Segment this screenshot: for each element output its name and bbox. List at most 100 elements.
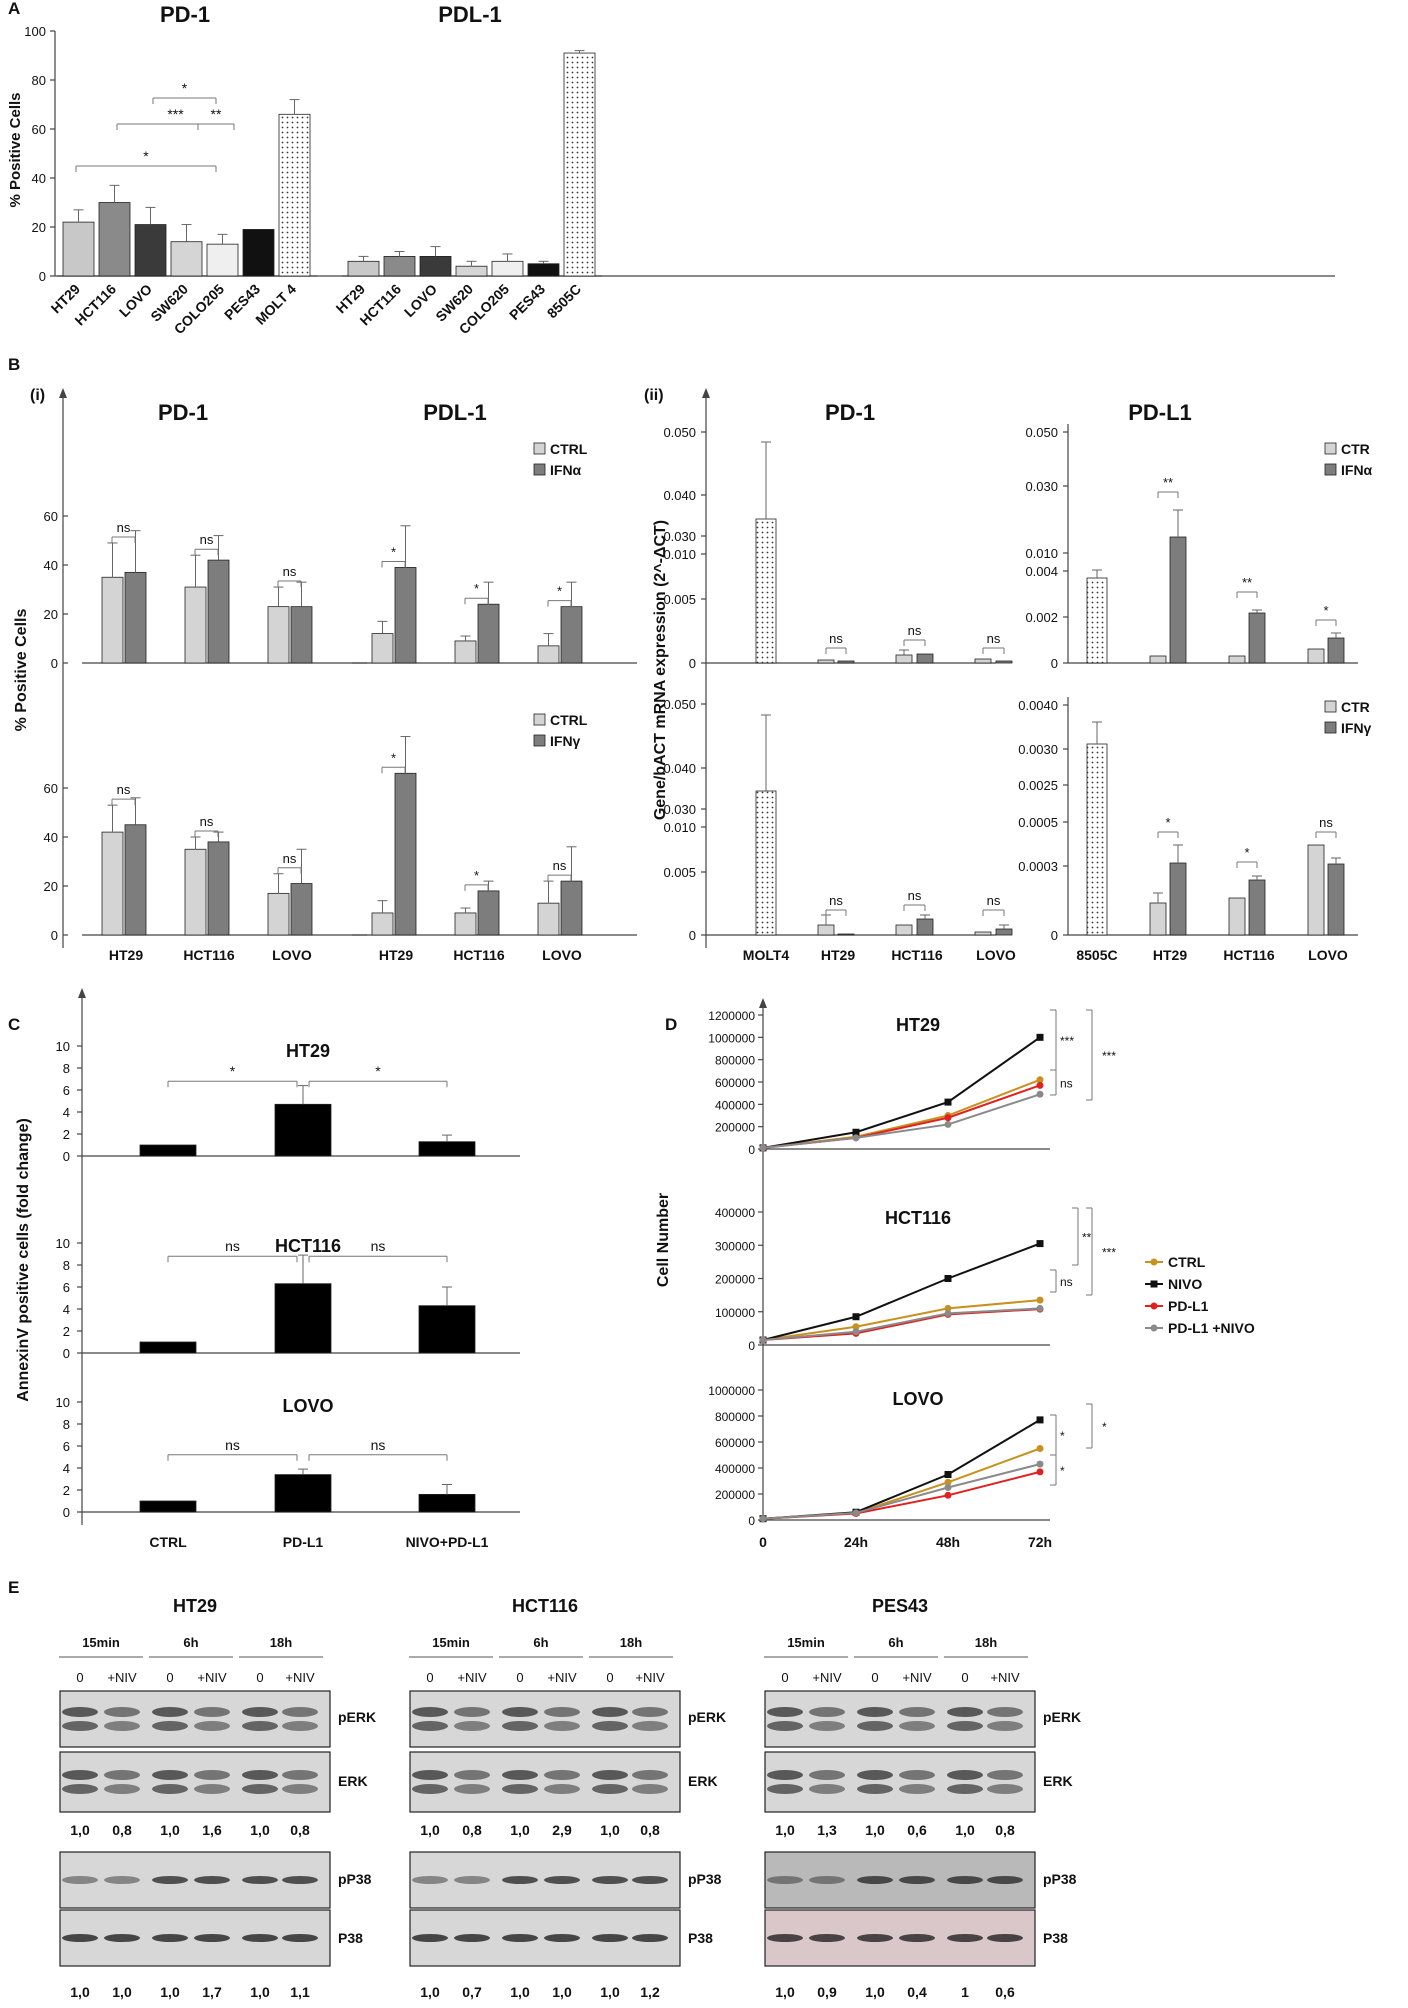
category-label: HT29 [821, 947, 855, 963]
significance-bracket: ns [167, 1437, 298, 1461]
category-label: HT29 [379, 947, 413, 963]
data-point [1036, 1445, 1044, 1452]
tick-label: 6 [63, 1439, 70, 1454]
quantification-value: 1,7 [202, 1984, 222, 2000]
tick-label: 0.030 [663, 802, 696, 817]
bar [139, 1144, 197, 1157]
blot-band [544, 1707, 580, 1717]
chart-title: LOVO [892, 1389, 943, 1409]
bar [837, 660, 855, 664]
data-point [944, 1304, 952, 1312]
quantification-value: 1,0 [775, 1984, 795, 2000]
tick-label: 8 [63, 1417, 70, 1432]
significance-label: ns [1060, 1077, 1073, 1091]
panel-letter: E [8, 1578, 19, 1597]
bar [527, 263, 560, 277]
legend-marker [1150, 1280, 1158, 1288]
significance-bracket: ns [982, 893, 1005, 916]
significance-label: ** [1163, 475, 1173, 490]
blot-band [194, 1784, 230, 1794]
significance-label: ns [117, 782, 131, 797]
blot-band [592, 1721, 628, 1731]
category-label: LOVO [1308, 947, 1348, 963]
chart-title: PD-1 [158, 400, 208, 425]
blot-band [104, 1721, 140, 1731]
quantification-value: 1,3 [817, 1822, 837, 1838]
panel-b-i: B (i) PD-1 PDL-1 % Positive Cells 0 20 40 60 ns ns… [8, 355, 637, 963]
blot-title: PES43 [872, 1596, 928, 1616]
data-point [944, 1275, 952, 1282]
blot-band [857, 1770, 893, 1780]
tick-label: 0.010 [663, 820, 696, 835]
blot-band [502, 1876, 538, 1884]
chart-title: LOVO [282, 1396, 333, 1416]
blot-label: P38 [338, 1930, 363, 1946]
significance-bracket: ns [194, 814, 219, 837]
blot-band [454, 1876, 490, 1884]
significance-label: * [1244, 845, 1249, 860]
y-axis-label: Gene/bACT mRNA expression (2^-ΔCT) [652, 520, 669, 820]
significance-label: ns [553, 858, 567, 873]
category-label: LOVO [542, 947, 582, 963]
blot-band [544, 1876, 580, 1884]
bar [101, 831, 124, 936]
chart-title: PD-L1 [1128, 400, 1192, 425]
tick-label: 0.0040 [1018, 698, 1058, 713]
blot-band [544, 1784, 580, 1794]
category-label: 24h [844, 1534, 868, 1550]
significance-bracket: ns [825, 893, 847, 916]
quantification-value: 0,6 [995, 1984, 1015, 2000]
series-line [762, 1299, 1041, 1342]
quantification-value: 2,9 [552, 1822, 572, 1838]
significance-label: ns [371, 1437, 386, 1453]
blot-membrane [59, 1751, 331, 1813]
tick-label: 0.005 [663, 592, 696, 607]
lane-label: +NIV [197, 1670, 227, 1685]
tick-label: 40 [44, 830, 58, 845]
blot-title: HT29 [173, 1596, 217, 1616]
significance-label: *** [167, 106, 184, 122]
tick-label: 100000 [715, 1306, 755, 1320]
blot-band [454, 1934, 490, 1942]
bar [477, 890, 500, 936]
significance-bracket: ns [308, 1437, 448, 1461]
blot-band [104, 1707, 140, 1717]
bar [817, 659, 835, 664]
tick-label: 8 [63, 1061, 70, 1076]
tick-label: 0.0025 [1018, 778, 1058, 793]
category-label: MOLT4 [743, 947, 790, 963]
bar [207, 559, 230, 664]
data-point [1036, 1033, 1044, 1041]
blot-band [194, 1876, 230, 1884]
tick-label: 100 [24, 24, 46, 39]
bar [242, 229, 275, 277]
tick-label: 0.040 [663, 488, 696, 503]
blot-band [987, 1784, 1023, 1794]
significance-bracket: ns [277, 564, 302, 588]
blot-band [899, 1707, 935, 1717]
blot-membrane [409, 1751, 681, 1813]
category-label: PD-L1 [283, 1534, 324, 1550]
bar [1228, 897, 1246, 936]
blot-label: pP38 [1043, 1871, 1077, 1887]
blot-band [194, 1934, 230, 1942]
chart-title: PD-1 [825, 400, 875, 425]
blot-band [104, 1770, 140, 1780]
legend-label: PD-L1 [1168, 1298, 1209, 1314]
bar [1149, 655, 1167, 664]
blot-band [987, 1707, 1023, 1717]
quantification-value: 0,8 [112, 1822, 132, 1838]
bar [418, 1494, 476, 1513]
bar [290, 883, 313, 936]
tick-label: 0 [689, 928, 696, 943]
blot-band [502, 1770, 538, 1780]
blot-label: ERK [1043, 1773, 1073, 1789]
blot-band [899, 1934, 935, 1942]
time-label: 6h [533, 1635, 548, 1650]
category-label: 48h [936, 1534, 960, 1550]
tick-label: 0.010 [663, 547, 696, 562]
blot-band [152, 1707, 188, 1717]
series-line [762, 1470, 1041, 1520]
lane-label: 0 [961, 1670, 968, 1685]
quantification-value: 1,2 [640, 1984, 660, 2000]
